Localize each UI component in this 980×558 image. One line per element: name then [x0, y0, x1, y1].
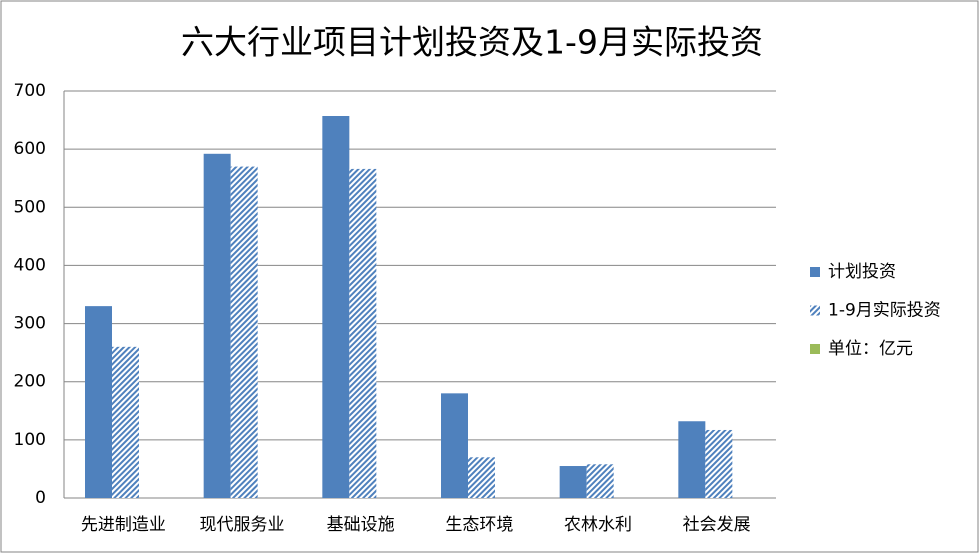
bar: [678, 421, 706, 498]
bar: [322, 116, 350, 498]
x-tick-label: 社会发展: [683, 515, 751, 535]
bar: [230, 166, 258, 499]
bar: [586, 464, 614, 498]
x-tick-label: 现代服务业: [200, 515, 285, 535]
legend-swatch: [810, 344, 820, 354]
bar: [468, 457, 495, 498]
y-tick-label: 500: [14, 197, 46, 217]
x-tick-label: 农林水利: [564, 515, 632, 535]
y-tick-label: 400: [14, 255, 46, 275]
legend-label: 1-9月实际投资: [828, 301, 941, 321]
y-tick-label: 200: [14, 372, 46, 392]
bar: [441, 393, 468, 498]
y-tick-label: 100: [14, 430, 46, 450]
y-tick-label: 600: [14, 139, 46, 159]
y-tick-label: 0: [35, 488, 46, 508]
x-tick-label: 生态环境: [445, 515, 513, 535]
bar: [112, 346, 139, 498]
legend-swatch: [810, 305, 820, 316]
y-tick-label: 300: [14, 314, 46, 334]
x-tick-label: 先进制造业: [81, 515, 166, 535]
bar: [203, 153, 231, 498]
legend-swatch: [810, 267, 820, 277]
legend-label: 单位：亿元: [828, 339, 913, 359]
chart-title: 六大行业项目计划投资及1-9月实际投资: [181, 23, 763, 62]
bar: [559, 466, 587, 498]
bar: [349, 168, 377, 498]
bar: [85, 306, 112, 498]
x-tick-label: 基础设施: [327, 515, 395, 535]
y-tick-label: 700: [14, 81, 46, 101]
bar: [705, 429, 733, 498]
legend-label: 计划投资: [828, 262, 896, 282]
